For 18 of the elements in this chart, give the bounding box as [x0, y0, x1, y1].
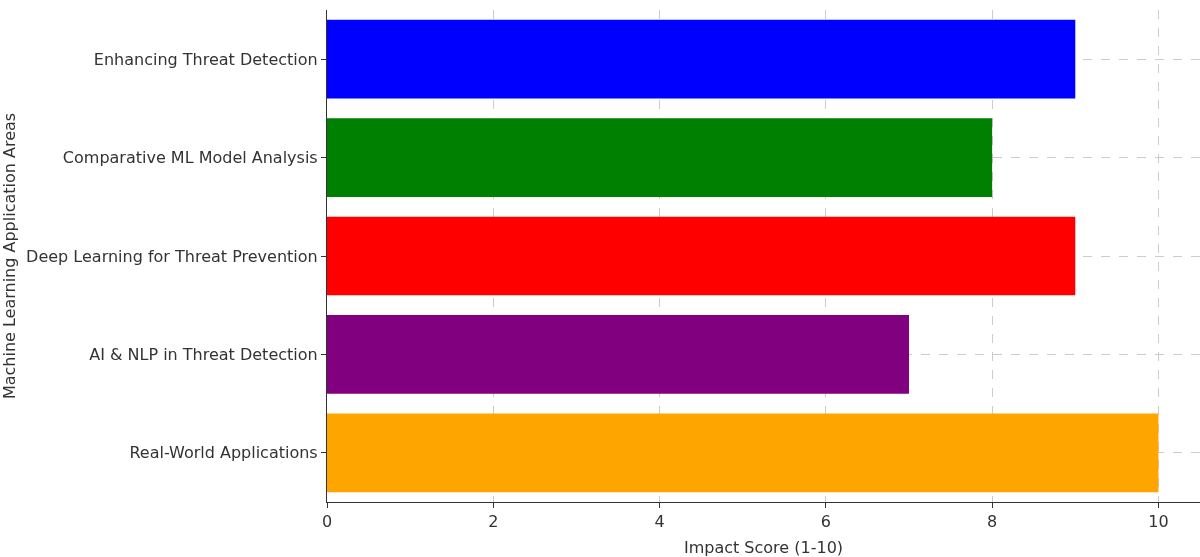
x-tick-label: 10 [1148, 512, 1169, 532]
y-tick-label: AI & NLP in Threat Detection [89, 345, 318, 364]
bar [327, 216, 1076, 296]
x-tick-label: 6 [820, 512, 831, 532]
y-tick-label: Real-World Applications [129, 443, 318, 463]
x-tick-label: 2 [488, 512, 499, 532]
x-tick-label: 8 [987, 512, 998, 532]
y-tick-label: Enhancing Threat Detection [93, 49, 318, 69]
bar [327, 315, 909, 394]
y-tick-label: Comparative ML Model Analysis [62, 148, 318, 168]
bar [327, 413, 1159, 493]
y-tick-label: Deep Learning for Threat Prevention [26, 246, 318, 266]
y-axis-title: Machine Learning Application Areas [0, 112, 19, 400]
x-tick-label: 0 [321, 512, 333, 532]
x-tick-label: 4 [654, 512, 665, 532]
bar [327, 19, 1076, 99]
x-axis-title: Impact Score (1-10) [683, 538, 844, 557]
bar [327, 118, 993, 197]
